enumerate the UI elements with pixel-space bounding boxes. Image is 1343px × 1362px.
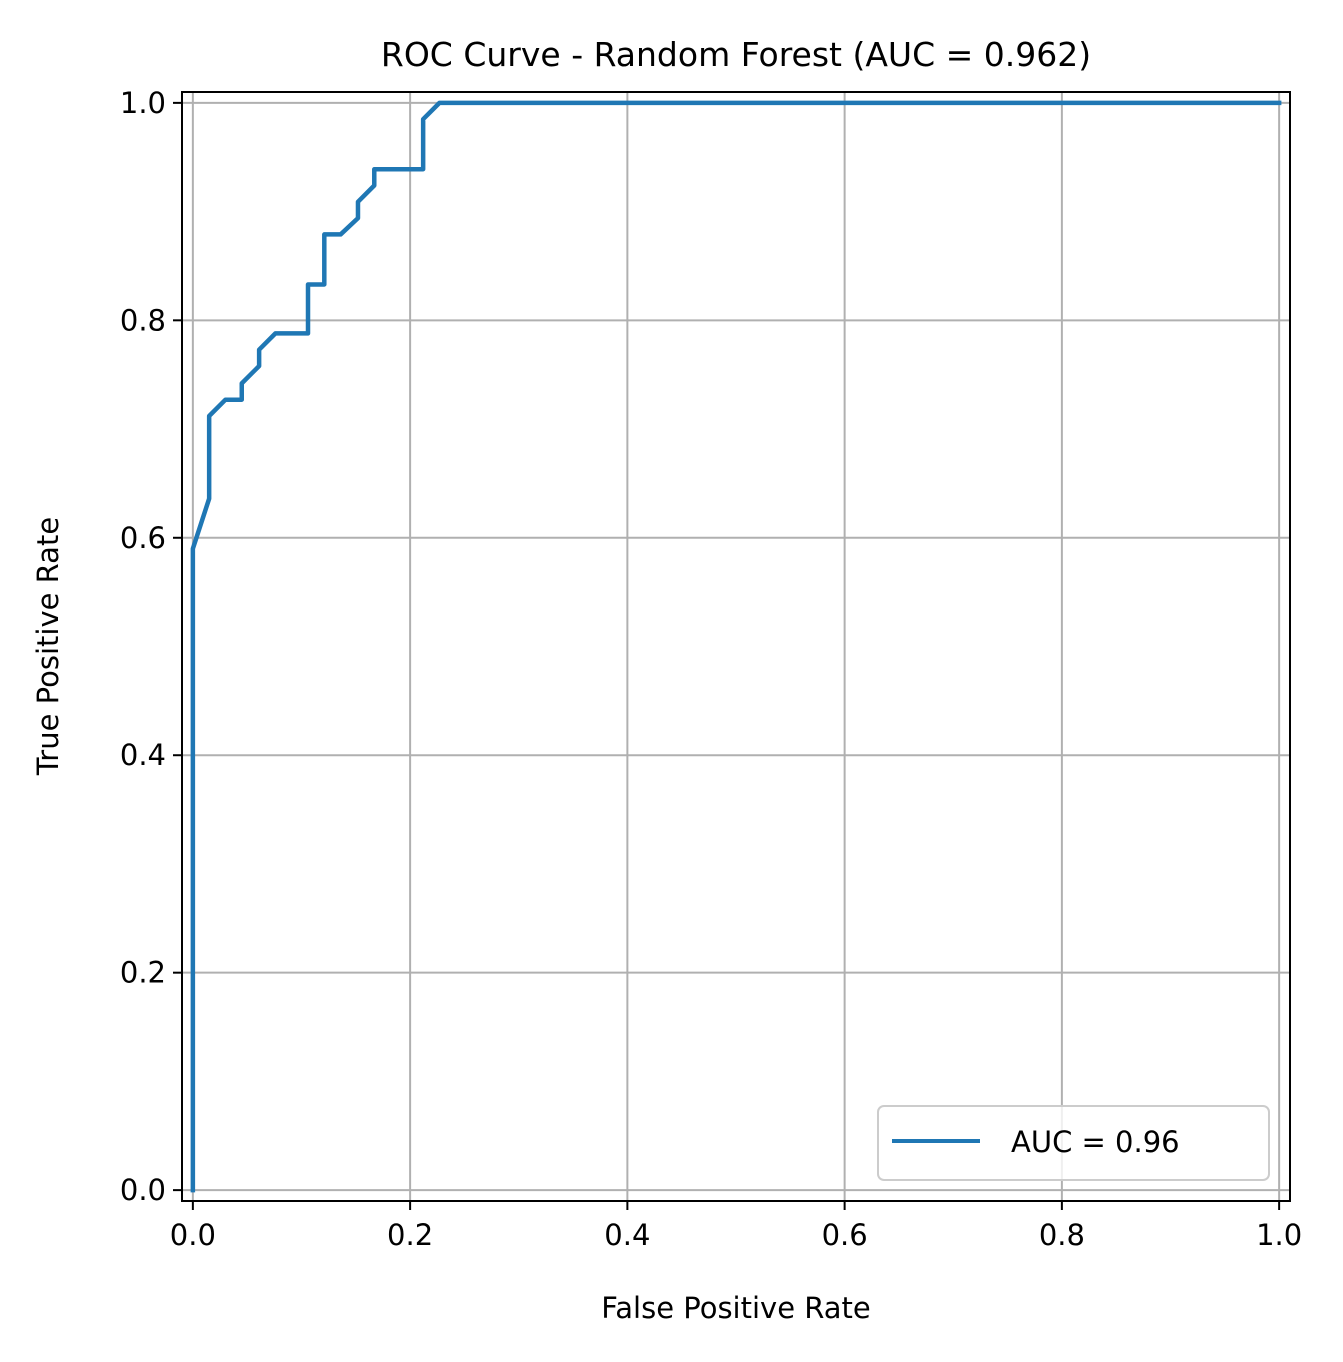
y-tick-label: 0.6 [120,521,166,555]
x-tick-label: 0.6 [822,1218,868,1252]
y-tick-label: 0.2 [120,956,166,990]
x-tick-label: 0.8 [1039,1218,1085,1252]
grid-lines [182,92,1290,1201]
axis-ticks: 0.0 0.2 0.4 0.6 0.8 1.0 0.0 0.2 0.4 0.6 0.8 1.0 [120,86,1302,1252]
x-axis-label: False Positive Rate [601,1291,871,1325]
series-layer [190,100,1282,1193]
roc-curve-line [190,100,1282,1193]
y-tick-label: 0.4 [120,738,166,772]
plot-frame [181,91,1291,1202]
x-tick-label: 0.2 [387,1218,433,1252]
legend-label: AUC = 0.96 [1011,1125,1180,1159]
legend-box [877,1105,1270,1181]
y-tick-label: 0.0 [120,1173,166,1207]
y-tick-label: 0.8 [120,303,166,337]
x-tick-label: 1.0 [1256,1218,1302,1252]
x-tick-label: 0.4 [604,1218,650,1252]
chart-title: ROC Curve - Random Forest (AUC = 0.962) [381,35,1091,74]
y-axis-label: True Positive Rate [31,517,65,776]
y-tick-label: 1.0 [120,86,166,120]
x-tick-label: 0.0 [170,1218,216,1252]
legend: AUC = 0.96 [877,1105,1270,1181]
